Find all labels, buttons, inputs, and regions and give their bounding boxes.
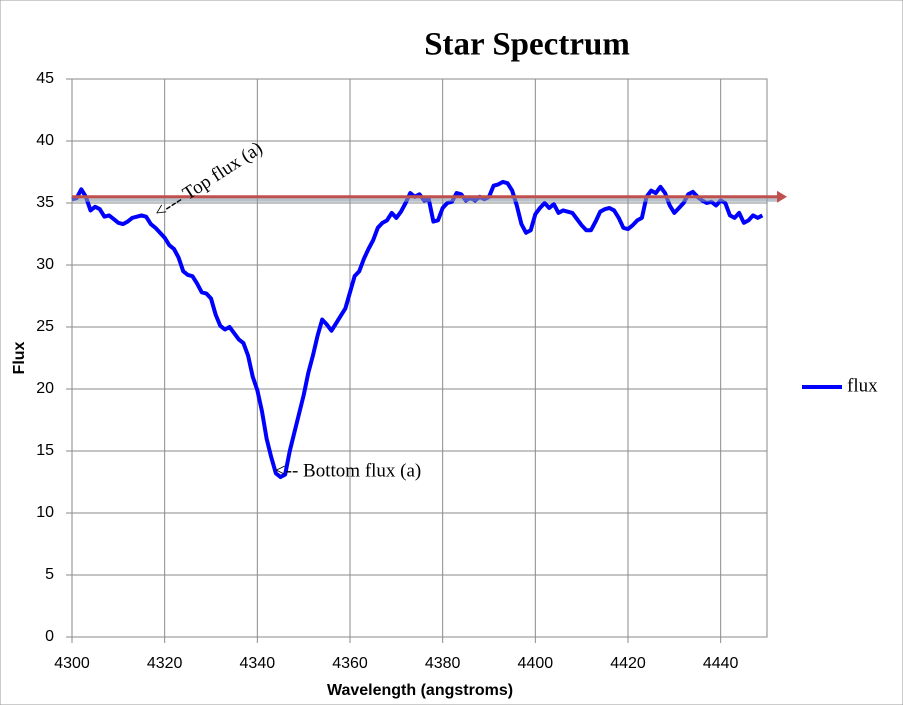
y-tick-label: 40 xyxy=(36,132,54,149)
x-tick-label: 4340 xyxy=(240,655,276,672)
reference-arrow xyxy=(777,190,787,203)
x-tick-label: 4380 xyxy=(425,655,461,672)
chart-title: Star Spectrum xyxy=(424,27,630,63)
y-tick-label: 30 xyxy=(36,256,54,273)
y-tick-label: 20 xyxy=(36,380,54,397)
x-tick-label: 4300 xyxy=(54,655,90,672)
y-tick-label: 10 xyxy=(36,504,54,521)
y-tick-label: 25 xyxy=(36,318,54,335)
y-axis-title: Flux xyxy=(11,341,28,374)
legend-label: flux xyxy=(847,375,878,396)
x-tick-label: 4320 xyxy=(147,655,183,672)
x-tick-label: 4400 xyxy=(518,655,554,672)
y-tick-label: 35 xyxy=(36,194,54,211)
x-axis-title: Wavelength (angstroms) xyxy=(327,682,513,699)
y-tick-label: 15 xyxy=(36,442,54,459)
y-tick-label: 5 xyxy=(45,566,54,583)
plot-frame xyxy=(71,78,768,638)
x-tick-label: 4420 xyxy=(610,655,646,672)
y-tick-label: 0 xyxy=(45,628,54,645)
x-tick-label: 4440 xyxy=(703,655,739,672)
y-tick-label: 45 xyxy=(36,70,54,87)
annotation: <-- Bottom flux (a) xyxy=(275,460,421,481)
x-tick-label: 4360 xyxy=(332,655,368,672)
